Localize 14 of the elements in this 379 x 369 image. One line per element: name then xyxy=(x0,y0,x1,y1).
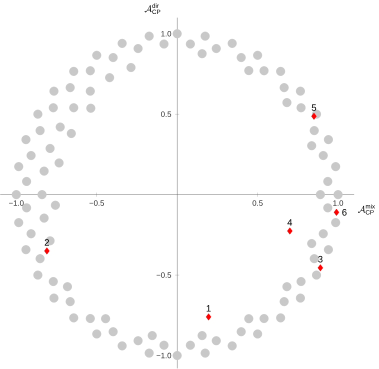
point xyxy=(311,112,317,120)
point xyxy=(318,264,324,272)
annotation: 4 xyxy=(287,219,292,226)
annotation: 5 xyxy=(312,104,316,112)
annotation: 6 xyxy=(342,209,347,216)
annotation: 1 xyxy=(206,305,211,312)
point xyxy=(206,314,212,321)
annotation: 3 xyxy=(318,256,323,263)
point xyxy=(287,228,292,235)
x-axis-title: $\mathcal{A}_{\mathrm{CP}}^{\mathrm{mix}}$ xyxy=(358,204,375,215)
y-axis-title: $\mathcal{A}_{\mathrm{CP}}^{\mathrm{dir}}$ xyxy=(144,4,160,14)
annotation: 2 xyxy=(44,239,49,246)
point xyxy=(44,248,50,255)
point xyxy=(334,209,340,216)
